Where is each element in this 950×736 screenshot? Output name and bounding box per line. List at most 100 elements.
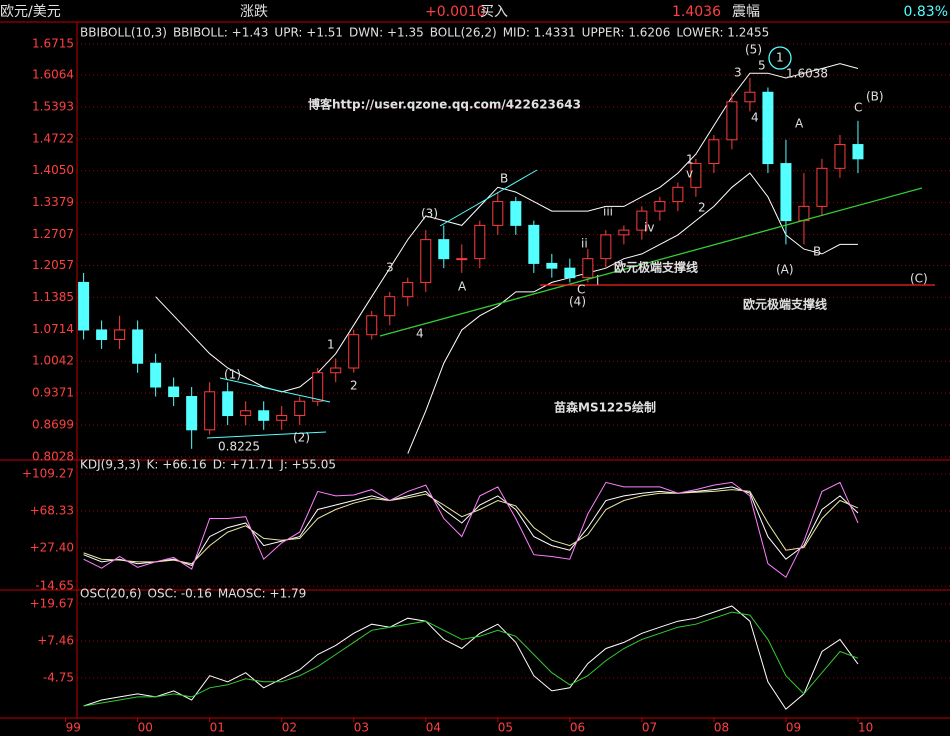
x-tick-label: 99 <box>66 721 81 735</box>
annotation: iii <box>603 205 613 219</box>
candle-body <box>114 329 126 340</box>
candle-body <box>834 144 846 169</box>
candle-body <box>168 386 180 398</box>
indicator-label: DWN: +1.35 <box>349 26 424 40</box>
x-tick-label: 04 <box>426 721 441 735</box>
indicator-line <box>83 486 859 567</box>
annotation: 3 <box>386 261 394 275</box>
x-tick-label: 07 <box>642 721 657 735</box>
annotation: (5) <box>745 43 762 57</box>
value: 1.4036 <box>672 4 721 20</box>
candle-body <box>654 201 666 212</box>
candle-body <box>384 296 396 317</box>
annotation: 欧元极端支撑线 <box>614 260 698 275</box>
candle-body <box>474 224 486 260</box>
y-tick-label: 1.1385 <box>32 290 74 304</box>
annotation: A <box>458 280 467 294</box>
annotation: 1.6038 <box>786 67 828 81</box>
annotation: (C) <box>910 272 928 286</box>
highlight-circle <box>768 46 792 70</box>
candle-body <box>96 329 108 340</box>
candle-body <box>546 262 558 269</box>
annotation: iv <box>644 221 654 235</box>
y-tick-label: -14.65 <box>35 579 74 593</box>
annotation: 欧元极端支撑线 <box>743 297 827 312</box>
trend-line <box>219 377 331 403</box>
x-tick-label: 00 <box>138 721 153 735</box>
y-tick-label: 1.0042 <box>32 354 74 368</box>
support-line <box>379 187 923 337</box>
indicator-line <box>83 481 859 579</box>
value: +0.0010 <box>425 4 486 20</box>
annotation: 苗森MS1225绘制 <box>554 400 656 415</box>
x-tick-label: 06 <box>570 721 585 735</box>
candle-body <box>78 281 90 331</box>
y-tick-label: +19.67 <box>30 597 74 611</box>
candle-body <box>132 329 144 364</box>
indicator-label: D: +71.71 <box>213 458 275 472</box>
annotation: B <box>500 172 508 186</box>
label: 涨跌 <box>240 4 268 20</box>
annotation: 4 <box>751 111 759 125</box>
indicator-label: OSC(20,6) <box>80 587 142 601</box>
y-tick-label: 0.8699 <box>32 418 74 432</box>
candle-body <box>312 372 324 402</box>
x-tick-label: 05 <box>498 721 513 735</box>
annotation: 2 <box>350 379 358 393</box>
indicator-label: BOLL(26,2) <box>430 26 497 40</box>
candle-body <box>852 144 864 160</box>
indicator-label: MAOSC: +1.79 <box>218 587 306 601</box>
candle-body <box>510 201 522 226</box>
label: 买入 <box>480 4 508 20</box>
y-tick-label: 1.4722 <box>32 131 74 145</box>
annotation: 2 <box>698 201 706 215</box>
candle-body <box>744 91 756 103</box>
annotation: 1 <box>776 51 784 65</box>
annotation: A <box>795 117 804 131</box>
x-tick-label: 02 <box>282 721 297 735</box>
annotation: (4) <box>569 295 586 309</box>
y-tick-label: 1.3379 <box>32 195 74 209</box>
candle-body <box>348 334 360 369</box>
y-tick-label: 1.6064 <box>32 67 74 81</box>
y-tick-label: 1.0714 <box>32 322 74 336</box>
x-tick-label: 03 <box>354 721 369 735</box>
candle-body <box>150 362 162 388</box>
indicator-line <box>83 611 859 707</box>
trend-line <box>206 431 327 439</box>
candle-body <box>330 367 342 374</box>
candle-body <box>672 186 684 203</box>
candle-body <box>690 163 702 188</box>
indicator-label: BBIBOLL: +1.43 <box>173 26 268 40</box>
indicator-label: UPR: +1.51 <box>274 26 343 40</box>
candle-body <box>276 415 288 421</box>
annotation: v <box>686 167 693 181</box>
indicator-line <box>407 172 858 454</box>
annotation: 0.8225 <box>218 440 260 454</box>
candle-body <box>492 201 504 226</box>
y-tick-label: +27.40 <box>30 540 74 554</box>
candle-body <box>258 410 270 421</box>
candle-body <box>636 210 648 231</box>
indicator-line <box>83 605 859 710</box>
candle-body <box>600 234 612 260</box>
annotation: 4 <box>416 327 424 341</box>
candle-body <box>222 391 234 417</box>
candle-body <box>762 91 774 165</box>
annotation: 3 <box>734 66 742 80</box>
candle-body <box>240 410 252 417</box>
candle-body <box>618 229 630 236</box>
annotation: B <box>813 245 821 259</box>
x-tick-label: 09 <box>786 721 801 735</box>
candle-body <box>582 258 594 279</box>
y-tick-label: 0.8028 <box>32 450 74 464</box>
annotation: C <box>854 101 862 115</box>
y-tick-label: 1.2057 <box>32 258 74 272</box>
y-tick-label: 1.4050 <box>32 163 74 177</box>
x-tick-label: 10 <box>858 721 873 735</box>
annotation: (3) <box>421 207 438 221</box>
y-tick-label: +7.46 <box>37 634 74 648</box>
candle-body <box>186 396 198 431</box>
indicator-label: OSC: -0.16 <box>148 587 212 601</box>
annotation: (2) <box>293 431 310 445</box>
